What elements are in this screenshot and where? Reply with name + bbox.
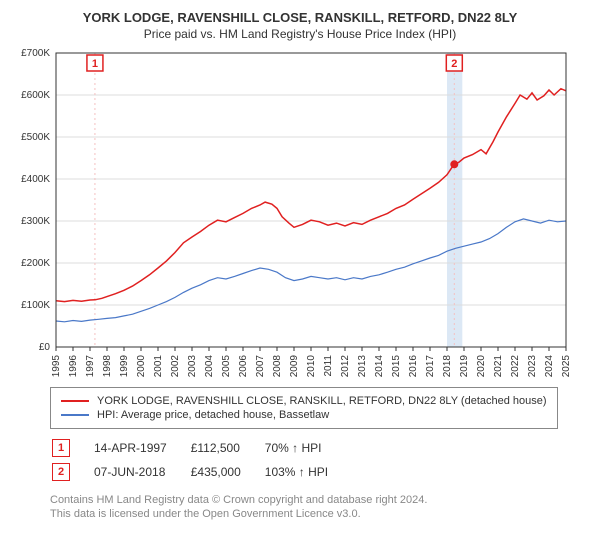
svg-text:£500K: £500K bbox=[21, 132, 50, 143]
footer-note: Contains HM Land Registry data © Crown c… bbox=[50, 493, 590, 522]
svg-text:1996: 1996 bbox=[68, 355, 79, 378]
svg-text:2003: 2003 bbox=[187, 355, 198, 378]
legend-swatch bbox=[61, 400, 89, 402]
svg-text:2019: 2019 bbox=[459, 355, 470, 378]
chart-title-sub: Price paid vs. HM Land Registry's House … bbox=[10, 27, 590, 41]
svg-text:1998: 1998 bbox=[102, 355, 113, 378]
svg-text:£400K: £400K bbox=[21, 174, 50, 185]
svg-text:2018: 2018 bbox=[442, 355, 453, 378]
svg-text:2012: 2012 bbox=[340, 355, 351, 378]
svg-text:2021: 2021 bbox=[493, 355, 504, 378]
marker-badge: 2 bbox=[52, 463, 70, 481]
svg-text:2014: 2014 bbox=[374, 355, 385, 378]
svg-text:2025: 2025 bbox=[561, 355, 570, 378]
footer-line-2: This data is licensed under the Open Gov… bbox=[50, 507, 590, 521]
svg-text:2023: 2023 bbox=[527, 355, 538, 378]
svg-text:2002: 2002 bbox=[170, 355, 181, 378]
sale-row: 114-APR-1997£112,50070% ↑ HPI bbox=[52, 437, 350, 459]
svg-text:2017: 2017 bbox=[425, 355, 436, 378]
svg-text:2011: 2011 bbox=[323, 355, 334, 377]
svg-text:2015: 2015 bbox=[391, 355, 402, 378]
chart-area: £0 £100K £200K £300K £400K £500K £600K £700K 1 2 1… bbox=[10, 49, 590, 379]
svg-text:1999: 1999 bbox=[119, 355, 130, 378]
svg-text:1997: 1997 bbox=[85, 355, 96, 378]
svg-text:2020: 2020 bbox=[476, 355, 487, 378]
sale-row: 207-JUN-2018£435,000103% ↑ HPI bbox=[52, 461, 350, 483]
svg-text:2022: 2022 bbox=[510, 355, 521, 378]
svg-text:2000: 2000 bbox=[136, 355, 147, 378]
sale-markers-table: 114-APR-1997£112,50070% ↑ HPI207-JUN-201… bbox=[50, 435, 352, 485]
svg-text:2008: 2008 bbox=[272, 355, 283, 378]
legend-box: YORK LODGE, RAVENSHILL CLOSE, RANSKILL, … bbox=[50, 387, 558, 429]
svg-text:£300K: £300K bbox=[21, 216, 50, 227]
svg-text:£0: £0 bbox=[39, 342, 51, 353]
svg-text:2005: 2005 bbox=[221, 355, 232, 378]
svg-text:2007: 2007 bbox=[255, 355, 266, 378]
svg-text:2006: 2006 bbox=[238, 355, 249, 378]
svg-text:£100K: £100K bbox=[21, 300, 50, 311]
svg-text:1: 1 bbox=[92, 58, 98, 70]
svg-text:£200K: £200K bbox=[21, 258, 50, 269]
marker-badge: 1 bbox=[52, 439, 70, 457]
svg-text:2024: 2024 bbox=[544, 355, 555, 378]
legend-label: HPI: Average price, detached house, Bass… bbox=[97, 409, 329, 421]
svg-text:2010: 2010 bbox=[306, 355, 317, 378]
svg-text:2016: 2016 bbox=[408, 355, 419, 378]
chart-title-main: YORK LODGE, RAVENSHILL CLOSE, RANSKILL, … bbox=[10, 10, 590, 25]
svg-text:1995: 1995 bbox=[51, 355, 62, 378]
svg-text:£700K: £700K bbox=[21, 49, 50, 59]
svg-text:2001: 2001 bbox=[153, 355, 164, 378]
svg-text:2009: 2009 bbox=[289, 355, 300, 378]
svg-text:2013: 2013 bbox=[357, 355, 368, 378]
legend-swatch bbox=[61, 414, 89, 416]
svg-text:2: 2 bbox=[451, 58, 457, 70]
legend-row: YORK LODGE, RAVENSHILL CLOSE, RANSKILL, … bbox=[61, 394, 547, 408]
legend-label: YORK LODGE, RAVENSHILL CLOSE, RANSKILL, … bbox=[97, 395, 547, 407]
legend-row: HPI: Average price, detached house, Bass… bbox=[61, 408, 547, 422]
footer-line-1: Contains HM Land Registry data © Crown c… bbox=[50, 493, 590, 507]
svg-text:2004: 2004 bbox=[204, 355, 215, 378]
svg-text:£600K: £600K bbox=[21, 90, 50, 101]
chart-svg: £0 £100K £200K £300K £400K £500K £600K £700K 1 2 1… bbox=[10, 49, 570, 379]
